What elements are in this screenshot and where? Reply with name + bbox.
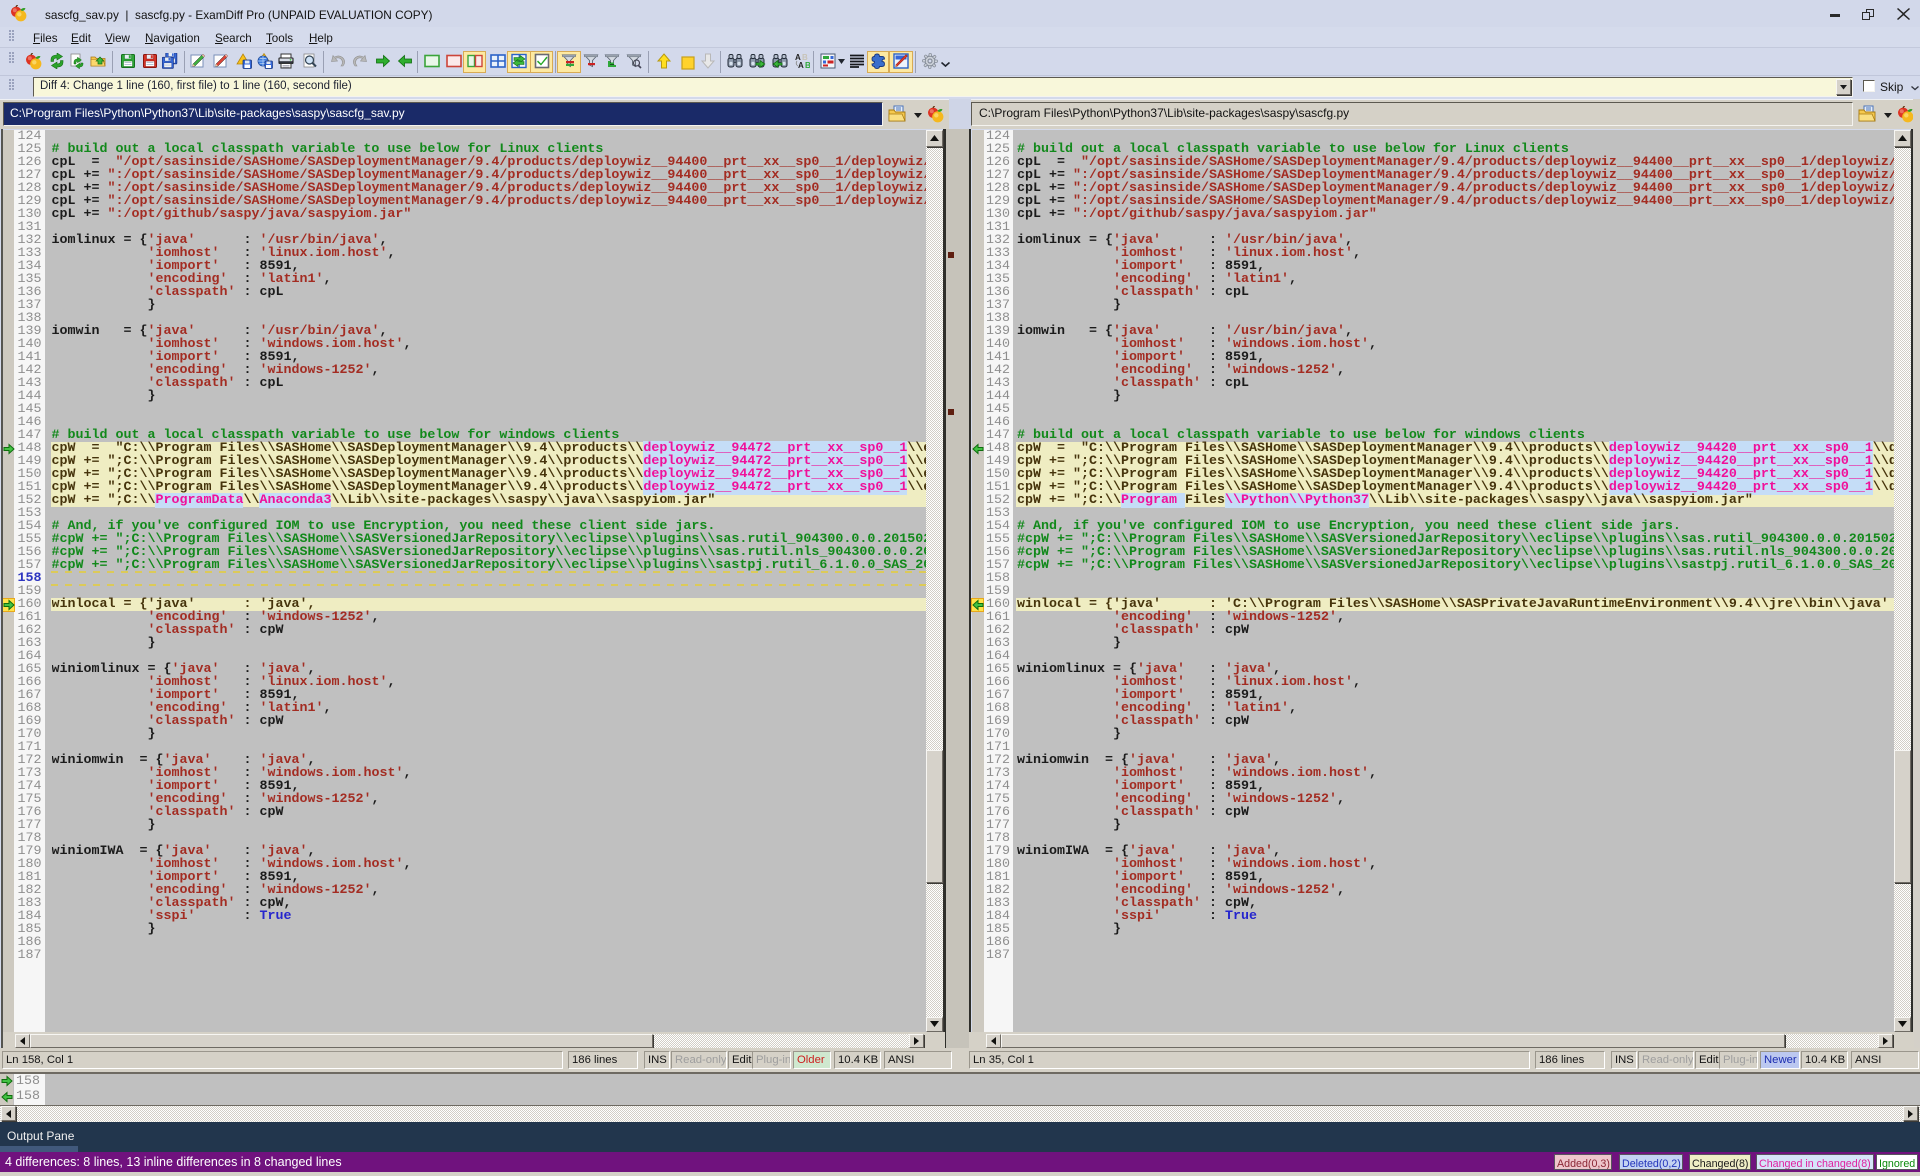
svg-text:B: B [805, 61, 810, 69]
svg-text:B: B [802, 53, 808, 62]
svg-text:A: A [795, 53, 801, 62]
svg-text:A: A [798, 61, 804, 69]
